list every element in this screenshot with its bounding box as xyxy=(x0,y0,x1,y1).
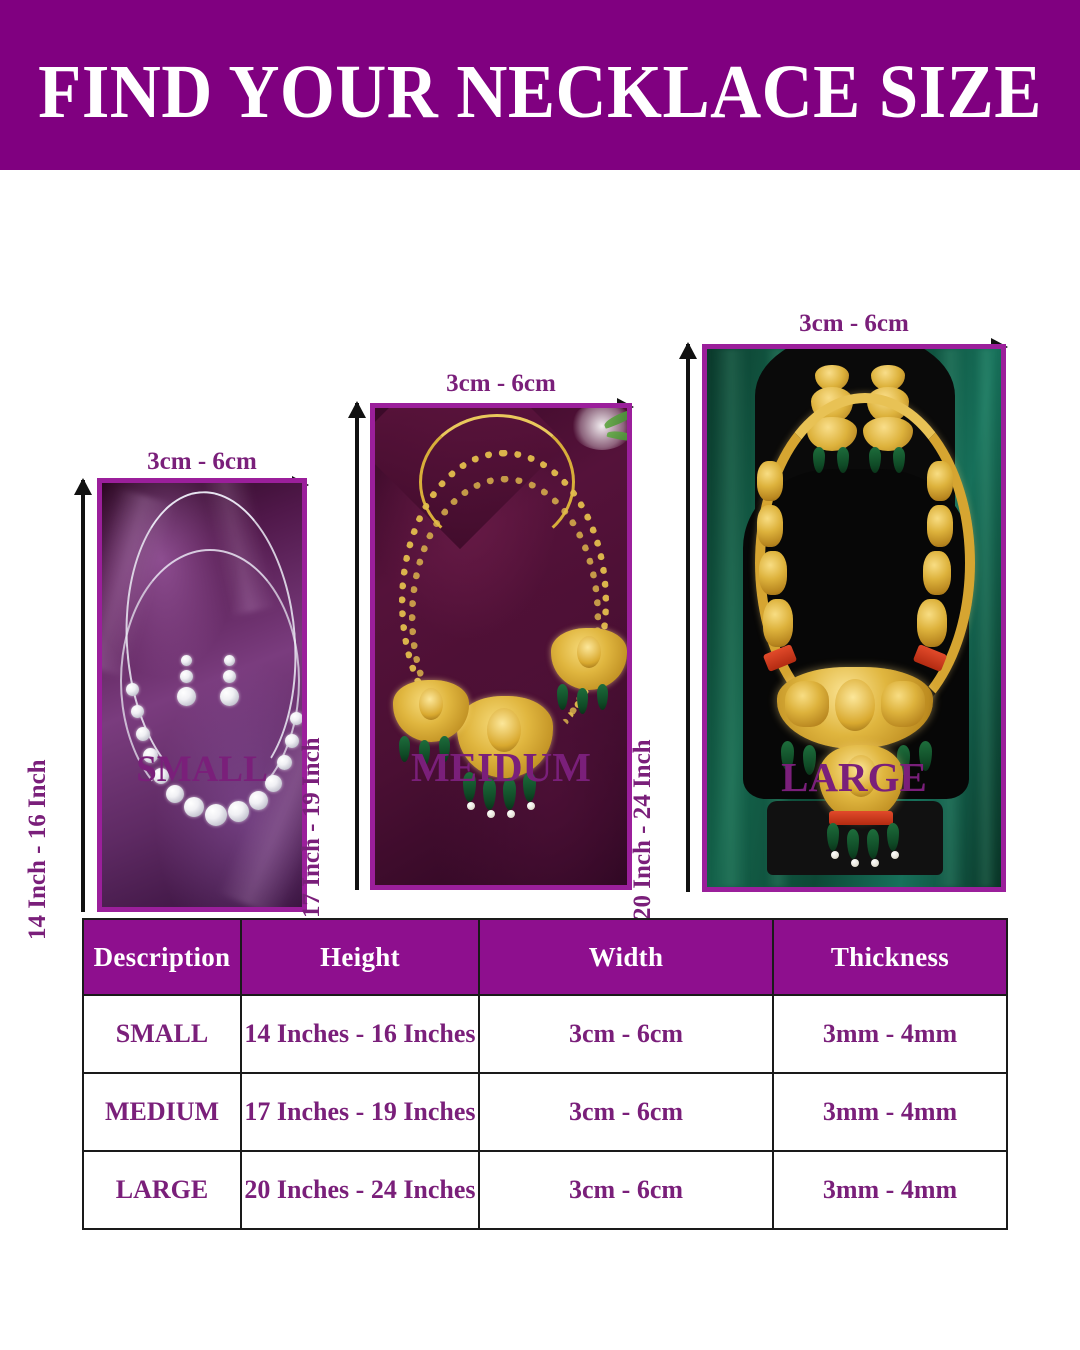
small-size-caption: SMALL xyxy=(136,749,268,790)
column-header-thickness: Thickness xyxy=(772,918,1008,996)
cell-height: 14 Inches - 16 Inches xyxy=(240,994,480,1074)
medium-size-caption: MEIDUM xyxy=(411,744,591,790)
medium-necklace-chain xyxy=(419,414,575,550)
column-header-description: Description xyxy=(82,918,242,996)
cell-width: 3cm - 6cm xyxy=(478,994,774,1074)
header-banner: FIND YOUR NECKLACE SIZE xyxy=(0,0,1080,170)
cell-description: SMALL xyxy=(82,994,242,1074)
large-size-caption: LARGE xyxy=(781,754,927,800)
small-product-photo[interactable] xyxy=(97,478,307,912)
size-cards-area: 3cm - 6cm 14 Inch - 16 Inch xyxy=(0,170,1080,940)
large-width-label: 3cm - 6cm xyxy=(799,310,909,337)
medium-height-label: 17 Inch - 19 Inch xyxy=(298,737,325,918)
table-row: SMALL 14 Inches - 16 Inches 3cm - 6cm 3m… xyxy=(82,994,1008,1074)
large-height-arrow xyxy=(679,342,697,892)
medium-leaf-strand xyxy=(399,450,609,754)
column-header-height: Height xyxy=(240,918,480,996)
size-table-container: Description Height Width Thickness SMALL… xyxy=(82,918,1008,1230)
table-row: MEDIUM 17 Inches - 19 Inches 3cm - 6cm 3… xyxy=(82,1072,1008,1152)
cell-description: LARGE xyxy=(82,1150,242,1230)
large-earring-right xyxy=(871,365,905,391)
small-height-arrow xyxy=(74,478,92,912)
small-earring-left-top xyxy=(181,655,192,666)
column-header-width: Width xyxy=(478,918,774,996)
medium-height-arrow xyxy=(348,401,366,890)
cell-thickness: 3mm - 4mm xyxy=(772,1150,1008,1230)
cell-thickness: 3mm - 4mm xyxy=(772,994,1008,1074)
cell-width: 3cm - 6cm xyxy=(478,1072,774,1152)
table-row: LARGE 20 Inches - 24 Inches 3cm - 6cm 3m… xyxy=(82,1150,1008,1230)
small-necklace-bead xyxy=(126,683,139,696)
large-earring-left xyxy=(815,365,849,391)
size-table: Description Height Width Thickness SMALL… xyxy=(82,918,1008,1230)
cell-height: 17 Inches - 19 Inches xyxy=(240,1072,480,1152)
cell-description: MEDIUM xyxy=(82,1072,242,1152)
small-width-label: 3cm - 6cm xyxy=(147,448,257,475)
small-height-label: 14 Inch - 16 Inch xyxy=(24,759,51,940)
medium-width-label: 3cm - 6cm xyxy=(446,370,556,397)
cell-width: 3cm - 6cm xyxy=(478,1150,774,1230)
large-height-label: 20 Inch - 24 Inch xyxy=(629,739,656,920)
page-title: FIND YOUR NECKLACE SIZE xyxy=(38,49,1042,134)
medium-product-photo[interactable] xyxy=(370,403,632,890)
cell-thickness: 3mm - 4mm xyxy=(772,1072,1008,1152)
cell-height: 20 Inches - 24 Inches xyxy=(240,1150,480,1230)
table-header-row: Description Height Width Thickness xyxy=(82,918,1008,996)
small-earring-right-top xyxy=(224,655,235,666)
large-product-photo[interactable] xyxy=(702,344,1006,892)
